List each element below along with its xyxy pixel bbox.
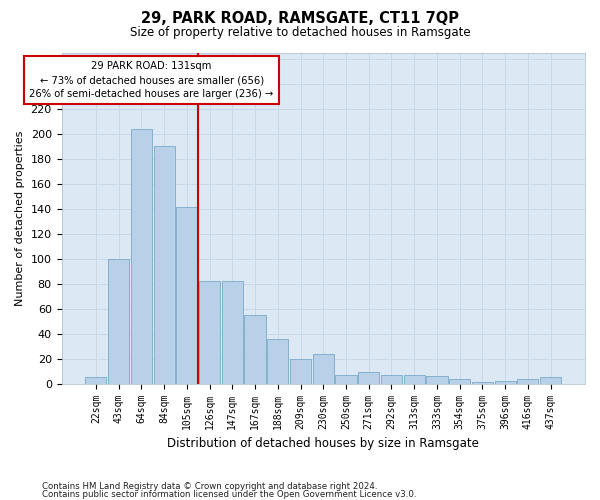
Y-axis label: Number of detached properties: Number of detached properties: [15, 130, 25, 306]
Text: Contains public sector information licensed under the Open Government Licence v3: Contains public sector information licen…: [42, 490, 416, 499]
Bar: [154, 146, 175, 384]
Bar: [313, 354, 334, 384]
Bar: [358, 372, 379, 384]
Text: Contains HM Land Registry data © Crown copyright and database right 2024.: Contains HM Land Registry data © Crown c…: [42, 482, 377, 491]
Bar: [290, 358, 311, 384]
Bar: [494, 381, 516, 384]
X-axis label: Distribution of detached houses by size in Ramsgate: Distribution of detached houses by size …: [167, 437, 479, 450]
Bar: [108, 258, 129, 384]
Bar: [176, 208, 197, 384]
Bar: [131, 128, 152, 384]
Bar: [244, 315, 266, 384]
Bar: [404, 375, 425, 384]
Bar: [427, 376, 448, 384]
Bar: [335, 375, 356, 384]
Bar: [381, 375, 402, 384]
Bar: [472, 382, 493, 384]
Bar: [540, 378, 561, 384]
Bar: [267, 338, 289, 384]
Bar: [199, 281, 220, 384]
Text: 29 PARK ROAD: 131sqm
← 73% of detached houses are smaller (656)
26% of semi-deta: 29 PARK ROAD: 131sqm ← 73% of detached h…: [29, 61, 274, 99]
Bar: [85, 378, 106, 384]
Bar: [449, 378, 470, 384]
Text: 29, PARK ROAD, RAMSGATE, CT11 7QP: 29, PARK ROAD, RAMSGATE, CT11 7QP: [141, 11, 459, 26]
Bar: [517, 378, 538, 384]
Bar: [222, 281, 243, 384]
Text: Size of property relative to detached houses in Ramsgate: Size of property relative to detached ho…: [130, 26, 470, 39]
